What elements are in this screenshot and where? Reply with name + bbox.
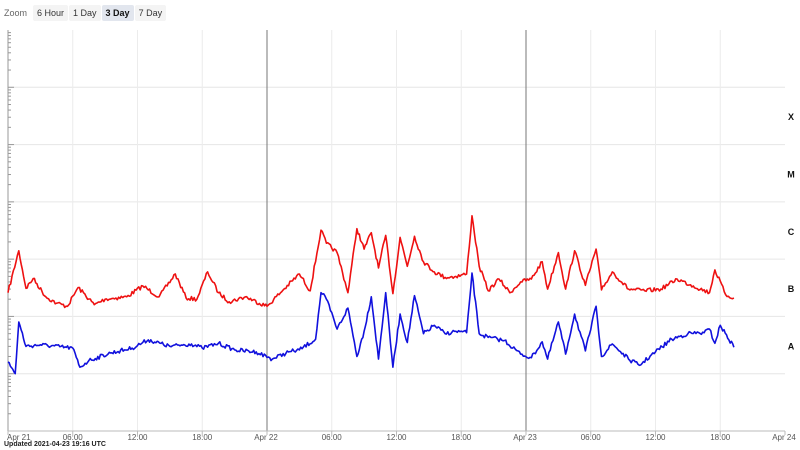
zoom-label: Zoom — [4, 8, 28, 18]
x-tick-label: 18:00 — [710, 433, 731, 442]
zoom-1-day-button[interactable]: 1 Day — [69, 5, 101, 21]
x-tick-label: 12:00 — [645, 433, 666, 442]
x-tick-label: 18:00 — [192, 433, 213, 442]
chart-series — [7, 215, 735, 375]
x-tick-label: 12:00 — [127, 433, 148, 442]
x-tick-label: Apr 24 — [772, 433, 796, 442]
zoom-bar: Zoom 6 Hour 1 Day 3 Day 7 Day — [4, 4, 167, 22]
chart-axes: Apr 21 06:00 12:00 18:00 Apr 22 06:00 12:00 18:… — [7, 30, 796, 442]
series-line-blue — [7, 272, 735, 375]
updated-timestamp: Updated 2021-04-23 19:16 UTC — [4, 441, 106, 448]
x-tick-label: 06:00 — [581, 433, 602, 442]
chart-grid — [8, 30, 785, 431]
series-line-red — [7, 215, 735, 309]
zoom-7-day-button[interactable]: 7 Day — [134, 5, 167, 21]
zoom-3-day-button[interactable]: 3 Day — [101, 5, 134, 21]
x-tick-label: 18:00 — [451, 433, 472, 442]
flare-class-label-m: M — [787, 170, 795, 180]
x-tick-label: 12:00 — [386, 433, 407, 442]
flare-class-label-x: X — [788, 112, 794, 122]
x-tick-label: Apr 21 — [7, 433, 31, 442]
flare-class-label-a: A — [788, 341, 795, 351]
x-tick-label: 06:00 — [322, 433, 343, 442]
x-tick-label: Apr 23 — [513, 433, 537, 442]
x-tick-label: Apr 22 — [254, 433, 278, 442]
flare-class-label-c: C — [788, 227, 795, 237]
x-tick-label: 06:00 — [63, 433, 84, 442]
zoom-6-hour-button[interactable]: 6 Hour — [33, 5, 69, 21]
flare-class-label-b: B — [788, 284, 795, 294]
